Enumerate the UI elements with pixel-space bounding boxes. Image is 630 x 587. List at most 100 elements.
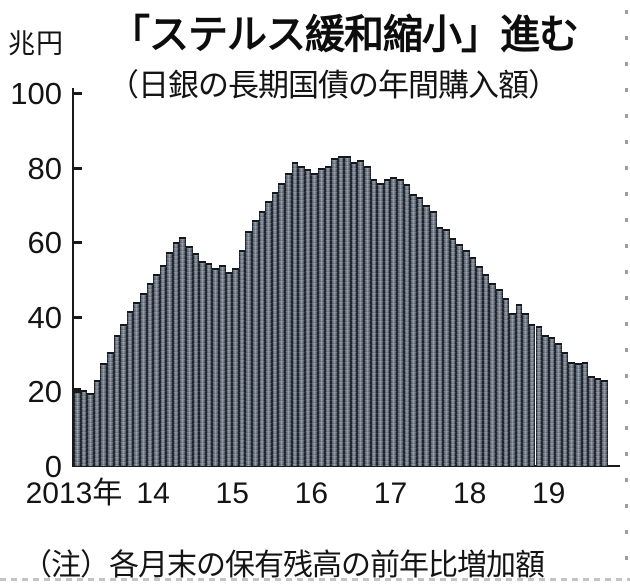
bar (383, 178, 391, 466)
y-axis-unit-label: 兆円 (8, 29, 64, 59)
bar (588, 376, 595, 466)
bar (337, 156, 345, 466)
bar (601, 380, 609, 466)
bar (357, 160, 365, 466)
bar (548, 337, 556, 466)
bar (74, 387, 81, 466)
bar (238, 249, 246, 466)
bar (87, 393, 94, 466)
bar (146, 283, 154, 466)
bar (509, 313, 516, 466)
bar (542, 335, 549, 466)
y-axis-line (72, 88, 74, 466)
bar (304, 169, 312, 466)
bar (364, 165, 371, 466)
x-tick-label: 2013年 (25, 477, 123, 510)
bar (561, 352, 569, 466)
bar (317, 167, 325, 466)
x-tick-label: 15 (215, 477, 249, 510)
x-axis-line (72, 465, 620, 467)
bar (555, 342, 562, 466)
bar (271, 191, 279, 466)
bar (522, 313, 529, 466)
bar (390, 176, 398, 466)
x-tick-label: 14 (136, 477, 170, 510)
x-tick-label: 16 (294, 477, 329, 510)
bar (331, 158, 338, 466)
bottom-dotted-divider (0, 578, 630, 581)
bar (535, 326, 543, 466)
y-tick-label: 40 (27, 299, 62, 335)
bar (133, 301, 140, 466)
bar (212, 268, 220, 466)
bar (449, 238, 457, 466)
bar (462, 249, 470, 466)
bar (436, 227, 444, 466)
bar (443, 229, 450, 466)
bar (515, 303, 523, 466)
bar (502, 298, 510, 466)
x-tick-label: 17 (373, 477, 408, 510)
y-tick-mark (74, 241, 82, 245)
y-tick-label: 20 (27, 374, 62, 410)
bar (258, 210, 266, 466)
bar (456, 244, 463, 466)
bar (423, 204, 430, 466)
chart-title: 「ステルス緩和縮小」進む (110, 13, 579, 57)
bar (575, 363, 582, 466)
bar (159, 264, 167, 466)
y-tick-mark (74, 390, 82, 394)
bar (416, 197, 424, 466)
chart-subtitle: （日銀の長期国債の年間購入額） (108, 68, 559, 103)
bar (298, 165, 305, 466)
bar (278, 182, 285, 466)
bar (120, 324, 127, 466)
bar (469, 257, 477, 466)
bar (225, 272, 233, 466)
bar (100, 363, 107, 466)
y-tick-label: 80 (27, 150, 62, 186)
y-tick-label: 100 (10, 76, 62, 111)
bar (430, 210, 437, 466)
bar (80, 389, 88, 466)
bar (192, 253, 200, 466)
bar (113, 335, 121, 466)
bar (291, 162, 299, 466)
bar (528, 324, 536, 466)
bar (199, 260, 206, 466)
bar (489, 283, 496, 466)
bar (350, 162, 358, 466)
y-tick-label: 60 (27, 225, 62, 261)
bar (568, 361, 576, 466)
bar (106, 352, 114, 466)
y-tick-mark (74, 166, 82, 170)
bar (252, 219, 259, 466)
y-tick-label: 0 (44, 449, 62, 484)
bar (403, 184, 411, 466)
bar (172, 242, 180, 466)
bar (410, 193, 417, 466)
bar (344, 156, 351, 466)
bar (232, 268, 239, 466)
bar (482, 273, 490, 466)
bar (205, 262, 213, 466)
bar (186, 245, 193, 466)
bar (377, 182, 384, 466)
chart-footnote: （注）各月末の保有残高の前年比増加額 (22, 549, 545, 582)
bar (370, 178, 378, 466)
x-tick-label: 19 (532, 477, 566, 510)
y-tick-mark (74, 92, 82, 95)
y-tick-mark (74, 315, 82, 319)
bar (153, 273, 160, 466)
bar (139, 292, 147, 466)
bar (594, 378, 602, 466)
bar (93, 380, 101, 466)
bar (311, 173, 318, 466)
bar (495, 288, 503, 466)
bar (397, 178, 404, 466)
bar (265, 201, 272, 466)
right-dotted-divider (625, 10, 628, 580)
bar (284, 173, 292, 466)
bar (166, 251, 173, 466)
